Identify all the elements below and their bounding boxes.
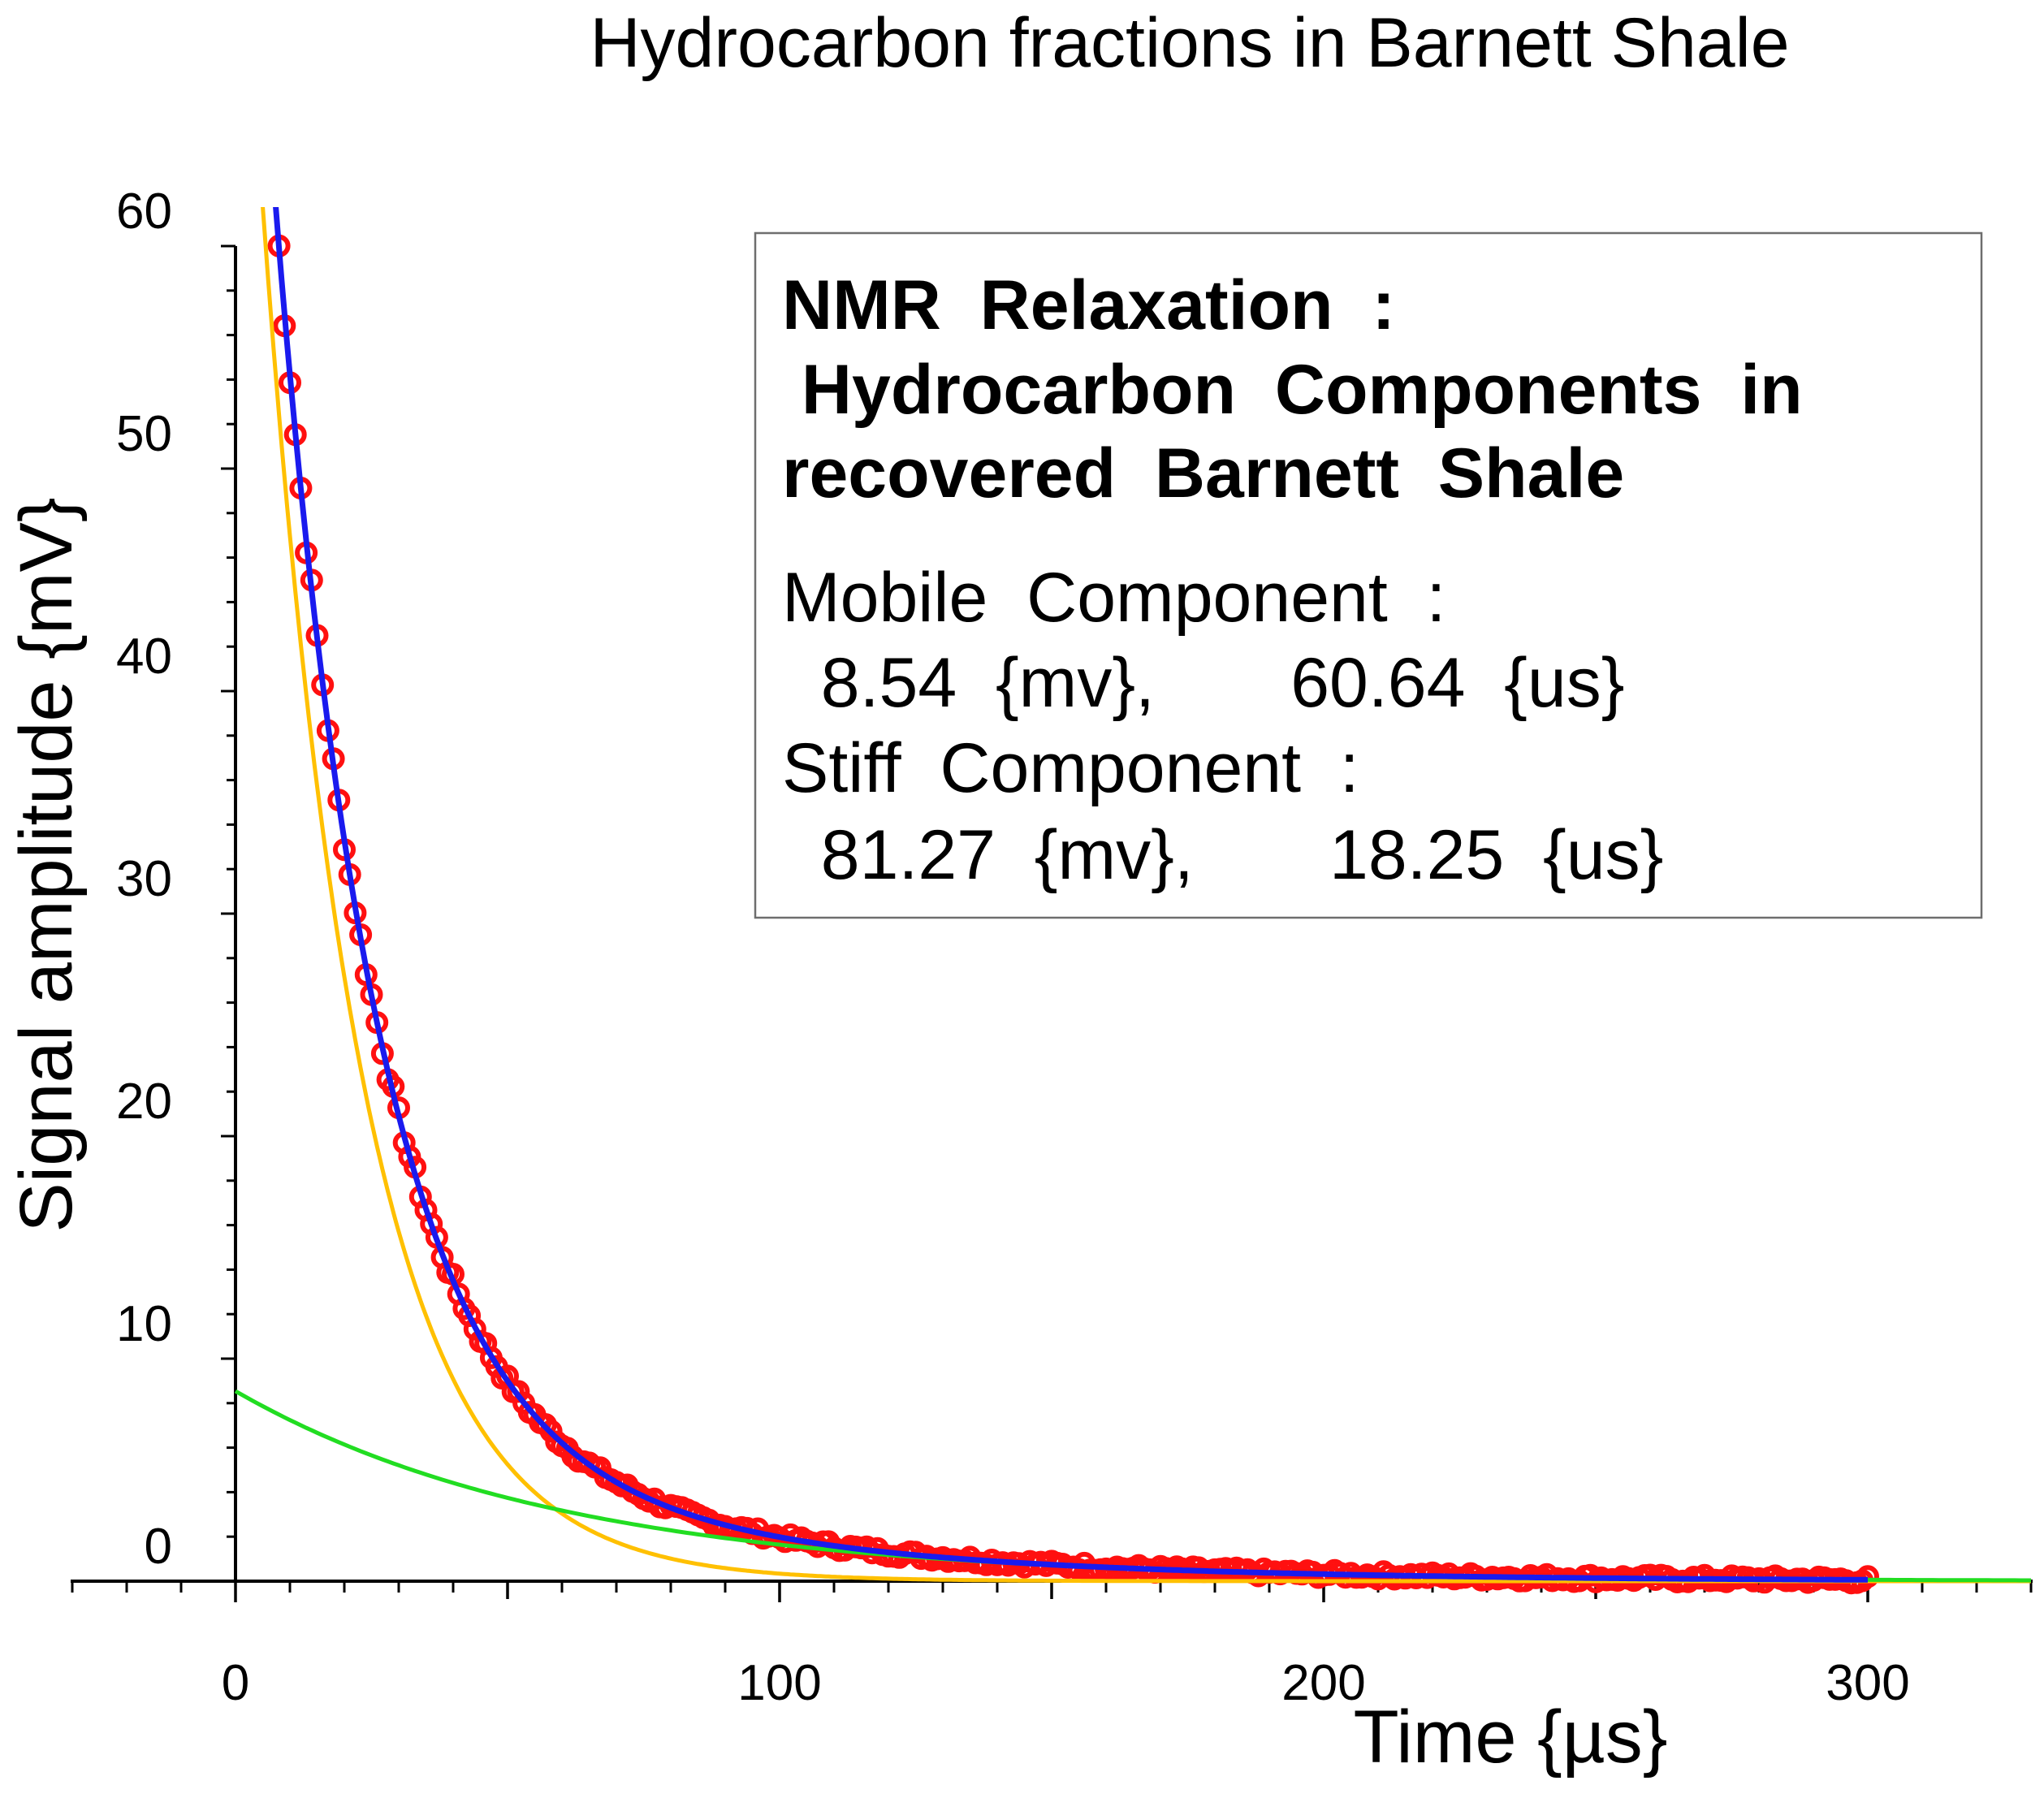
legend-heading-line-2: Hydrocarbon Components in (782, 351, 1803, 429)
total-fit-curve (273, 207, 1868, 1583)
y-tick-label: 40 (116, 629, 172, 685)
curves (234, 171, 2031, 1595)
data-point (1856, 1565, 1879, 1588)
legend-heading-line-3: recovered Barnett Shale (782, 434, 1624, 512)
legend-frame (754, 231, 1983, 919)
x-axis-title: Time {µs} (1353, 1696, 1667, 1779)
legend-stiff-values: 81.27 {mv}, 18.25 {us} (782, 816, 1663, 894)
mobile-component-curve (234, 1389, 2031, 1583)
legend-mobile-values: 8.54 {mv}, 60.64 {us} (782, 644, 1624, 722)
x-tick-label: 200 (1281, 1655, 1365, 1711)
y-tick-label: 20 (116, 1074, 172, 1130)
axes: 0 100 200 300 0 10 20 30 40 50 60 (71, 184, 2033, 1711)
legend-stiff-label: Stiff Component : (782, 729, 1359, 807)
x-tick-label: 100 (737, 1655, 821, 1711)
data-point (463, 1317, 486, 1341)
x-tick-label: 0 (222, 1655, 249, 1711)
y-tick-label: 10 (116, 1296, 172, 1352)
legend-box: NMR Relaxation : Hydrocarbon Components … (754, 231, 1983, 919)
y-tick-label: 60 (116, 184, 172, 240)
legend-heading-line-1: NMR Relaxation : (782, 266, 1395, 344)
y-tick-label: 50 (116, 406, 172, 462)
chart-title: Hydrocarbon fractions in Barnett Shale (590, 4, 1789, 82)
y-axis-title: Signal amplitude {mV} (5, 497, 88, 1232)
x-tick-label: 300 (1826, 1655, 1909, 1711)
y-tick-label: 30 (116, 851, 172, 907)
y-tick-label: 0 (145, 1519, 172, 1575)
legend-mobile-label: Mobile Component : (782, 559, 1445, 637)
data-point (265, 171, 283, 189)
